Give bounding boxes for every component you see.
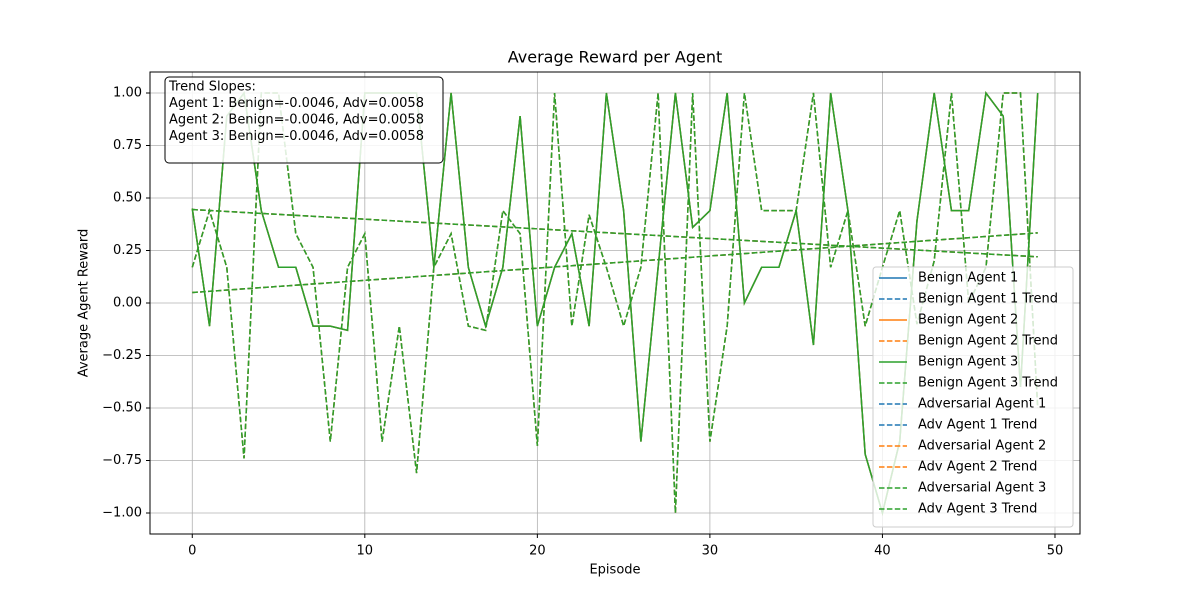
y-tick-label: 1.00 (113, 86, 142, 101)
annotation-box (164, 76, 444, 164)
plot (191, 91, 1039, 516)
y-tick-label: −0.25 (102, 348, 142, 363)
annotation-line: Trend Slopes: (168, 80, 256, 95)
legend-label: Benign Agent 3 Trend (918, 376, 1058, 391)
annotation: Trend Slopes:Agent 1: Benign=-0.0046, Ad… (164, 76, 444, 164)
legend-label: Adv Agent 3 Trend (918, 502, 1037, 517)
annotation-line: Agent 2: Benign=-0.0046, Adv=0.0058 (169, 113, 424, 128)
legend-label: Benign Agent 3 (918, 355, 1018, 370)
legend-label: Adv Agent 2 Trend (918, 460, 1037, 475)
legend-label: Benign Agent 1 (918, 271, 1018, 286)
y-tick-label: 0.75 (113, 138, 142, 153)
y-tick-label: 0.50 (113, 191, 142, 206)
annotation-line: Agent 1: Benign=-0.0046, Adv=0.0058 (169, 96, 424, 111)
legend-label: Adversarial Agent 3 (918, 481, 1046, 496)
chart-title: Average Reward per Agent (508, 48, 722, 67)
x-tick-label: 0 (188, 544, 196, 559)
x-tick-label: 20 (529, 544, 546, 559)
y-tick-label: 0.25 (113, 243, 142, 258)
x-tick-label: 50 (1047, 544, 1064, 559)
series-line (192, 208, 1038, 258)
x-tick-label: 10 (357, 544, 374, 559)
y-tick-label: −0.50 (102, 401, 142, 416)
axes-frame (149, 71, 1081, 535)
annotation-line: Agent 3: Benign=-0.0046, Adv=0.0058 (169, 129, 424, 144)
y-axis-label: Average Agent Reward (77, 229, 92, 378)
legend-label: Adv Agent 1 Trend (918, 418, 1037, 433)
legend-label: Adversarial Agent 2 (918, 439, 1046, 454)
x-tick-label: 40 (874, 544, 891, 559)
y-tick-label: −0.75 (102, 453, 142, 468)
legend-label: Benign Agent 1 Trend (918, 292, 1058, 307)
x-tick-label: 30 (702, 544, 719, 559)
legend-label: Benign Agent 2 Trend (918, 334, 1058, 349)
y-tick-label: −1.00 (102, 506, 142, 521)
y-tick-label: 0.00 (113, 296, 142, 311)
series-line (192, 232, 1038, 294)
legend-label: Benign Agent 2 (918, 313, 1018, 328)
legend-label: Adversarial Agent 1 (918, 397, 1046, 412)
series-line (191, 92, 1039, 514)
x-axis-label: Episode (589, 563, 640, 578)
legend-box (872, 266, 1074, 528)
legend: Benign Agent 1 Benign Agent 1 Trend Benign… (872, 266, 1074, 528)
